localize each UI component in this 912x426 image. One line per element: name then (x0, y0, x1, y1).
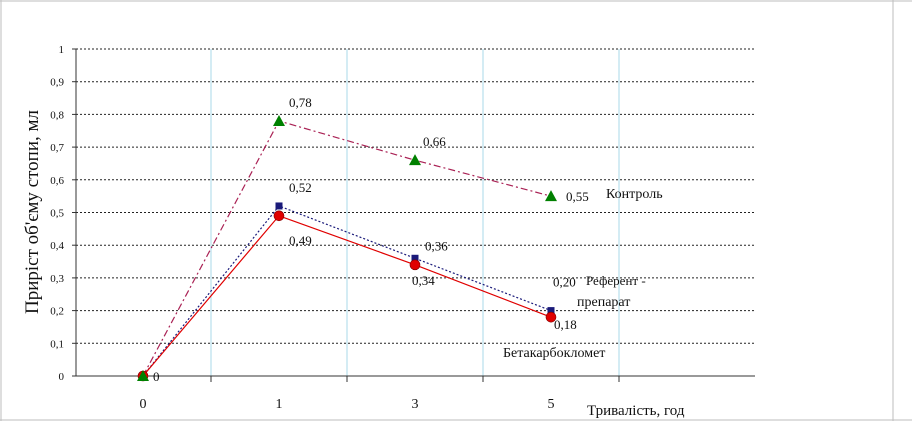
data-label: 0,49 (289, 233, 312, 248)
x-axis-label: Тривалість, год (587, 403, 685, 419)
series-name-label: препарат (577, 295, 630, 310)
x-tick-label: 1 (276, 397, 283, 412)
data-label: 0,55 (566, 189, 589, 204)
data-point-triangle (545, 190, 557, 202)
series-lines (142, 120, 552, 377)
series-name-label: Референт - (586, 273, 646, 288)
data-label: 0 (153, 369, 160, 384)
y-tick-label: 1 (59, 44, 65, 56)
series-line (142, 215, 552, 377)
y-tick-label: 0 (59, 371, 65, 383)
data-label: 0,52 (289, 180, 312, 195)
x-tick-label: 0 (140, 397, 147, 412)
data-label: 0,20 (553, 275, 576, 290)
y-tick-label: 0,8 (50, 109, 64, 121)
y-tick-label: 0,3 (50, 273, 64, 285)
data-label: 0,18 (554, 317, 577, 332)
data-point-square (547, 307, 555, 315)
data-point-circle (273, 210, 285, 222)
series-line (142, 120, 552, 377)
data-label: 0,34 (412, 273, 435, 288)
data-label: 0,78 (289, 95, 312, 110)
data-label: 0,66 (423, 134, 446, 149)
vertical-separators (210, 49, 620, 376)
y-tick-label: 0,6 (50, 175, 64, 187)
series-name-label: Контроль (606, 187, 663, 202)
y-tick-label: 0,7 (50, 142, 64, 154)
series-markers (137, 114, 557, 382)
y-tick-label: 0,1 (50, 338, 64, 350)
data-labels: 0,78 0,66 0,55 0 0,52 0,36 0,20 0,49 0,34 0,18 Кон… (153, 95, 663, 384)
y-tick-label: 0,5 (50, 208, 64, 220)
data-point-triangle (273, 114, 285, 126)
data-point-square (411, 254, 419, 262)
gridlines (76, 48, 755, 344)
axes: 0 0,1 0,2 0,3 0,4 0,5 0,6 0,7 0,8 0,9 1 0 1 3 5 (50, 44, 755, 412)
data-point-circle (545, 311, 557, 323)
data-label: 0,36 (425, 238, 448, 253)
series-line (142, 205, 552, 377)
series-name-label: Бетакарбокломет (503, 346, 605, 361)
y-axis-label: Приріст об'єму стопи, мл (22, 109, 43, 314)
x-tick-label: 5 (548, 397, 555, 412)
data-point-circle (409, 259, 421, 271)
y-tick-label: 0,9 (50, 77, 64, 89)
y-tick-label: 0,4 (50, 240, 64, 252)
data-point-triangle (137, 370, 149, 381)
x-tick-label: 3 (412, 397, 419, 412)
data-point-triangle (409, 154, 421, 166)
y-tick-label: 0,2 (50, 306, 64, 318)
data-point-square (275, 202, 283, 210)
